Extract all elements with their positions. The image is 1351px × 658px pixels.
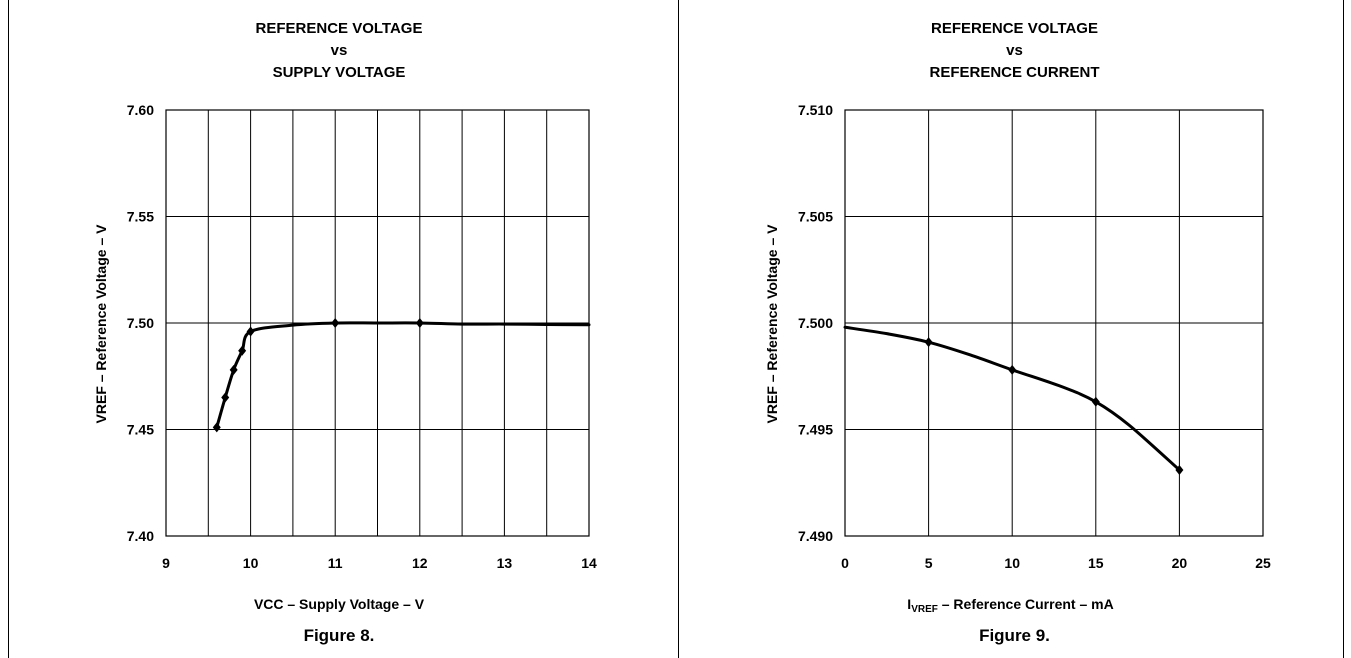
data-point-marker [246, 326, 255, 337]
y-tick-label: 7.500 [798, 315, 833, 331]
x-axis-label-main: I [907, 596, 912, 612]
right-border-line [1343, 0, 1344, 658]
figure-9-panel: REFERENCE VOLTAGE vs REFERENCE CURRENT 7… [678, 0, 1351, 658]
data-point-marker [238, 345, 247, 356]
data-point-marker [221, 392, 230, 403]
data-point-marker [1008, 364, 1017, 375]
figure-caption: Figure 9. [979, 626, 1050, 645]
x-tick-label: 20 [1172, 555, 1188, 571]
figure-caption: Figure 8. [303, 626, 375, 645]
x-axis-label-rest: – Reference Current – mA [937, 596, 1114, 612]
data-point-marker [924, 337, 933, 348]
y-axis-label: VREF – Reference Voltage – V [93, 224, 109, 424]
series-line [215, 321, 591, 429]
x-tick-label: 5 [925, 555, 933, 571]
data-point-marker [1175, 464, 1184, 475]
y-tick-label: 7.505 [798, 209, 833, 225]
chart-title-line-3: REFERENCE CURRENT [929, 64, 1100, 81]
chart-title-line-2: vs [330, 42, 348, 59]
x-tick-label: 9 [162, 555, 170, 571]
chart-title-line-1: REFERENCE VOLTAGE [255, 20, 423, 37]
x-tick-label: 12 [412, 555, 428, 571]
x-axis-label: IVREF – Reference Current – mA [674, 596, 1347, 615]
panel-divider-line [678, 0, 679, 658]
x-tick-label: 13 [497, 555, 513, 571]
y-tick-label: 7.490 [798, 528, 833, 544]
chart-figure-8: 7.40 7.45 7.50 7.55 7.60 9 10 11 12 13 14 [127, 102, 597, 571]
y-tick-label: 7.45 [127, 422, 154, 438]
figure-8-panel: REFERENCE VOLTAGE vs SUPPLY VOLTAGE 7.40… [93, 20, 597, 645]
y-tick-label: 7.60 [127, 102, 154, 118]
data-point-marker [1091, 396, 1100, 407]
y-tick-label: 7.40 [127, 528, 154, 544]
y-tick-label: 7.510 [798, 102, 833, 118]
x-axis-label: VCC – Supply Voltage – V [253, 596, 425, 612]
chart-title-line-3: SUPPLY VOLTAGE [272, 64, 406, 81]
left-border-line [8, 0, 9, 658]
chart-title-line-1: REFERENCE VOLTAGE [931, 20, 1098, 37]
data-point-marker [212, 422, 221, 433]
y-tick-label: 7.50 [127, 315, 154, 331]
x-tick-label: 0 [841, 555, 849, 571]
y-tick-label: 7.55 [127, 209, 154, 225]
data-point-marker [415, 318, 424, 328]
data-point-marker [229, 364, 238, 375]
chart-figure-9: 7.490 7.495 7.500 7.505 7.510 0 5 10 15 20 25 [798, 102, 1271, 571]
x-tick-label: 10 [1004, 555, 1020, 571]
chart-title-line-2: vs [1006, 42, 1023, 59]
x-tick-label: 14 [581, 555, 597, 571]
x-tick-label: 15 [1088, 555, 1104, 571]
x-tick-label: 25 [1255, 555, 1271, 571]
x-tick-label: 10 [243, 555, 259, 571]
y-axis-label: VREF – Reference Voltage – V [764, 224, 780, 424]
y-tick-label: 7.495 [798, 422, 833, 438]
x-tick-label: 11 [328, 555, 343, 571]
data-point-marker [331, 318, 340, 328]
x-axis-label-subscript: VREF [911, 604, 938, 615]
